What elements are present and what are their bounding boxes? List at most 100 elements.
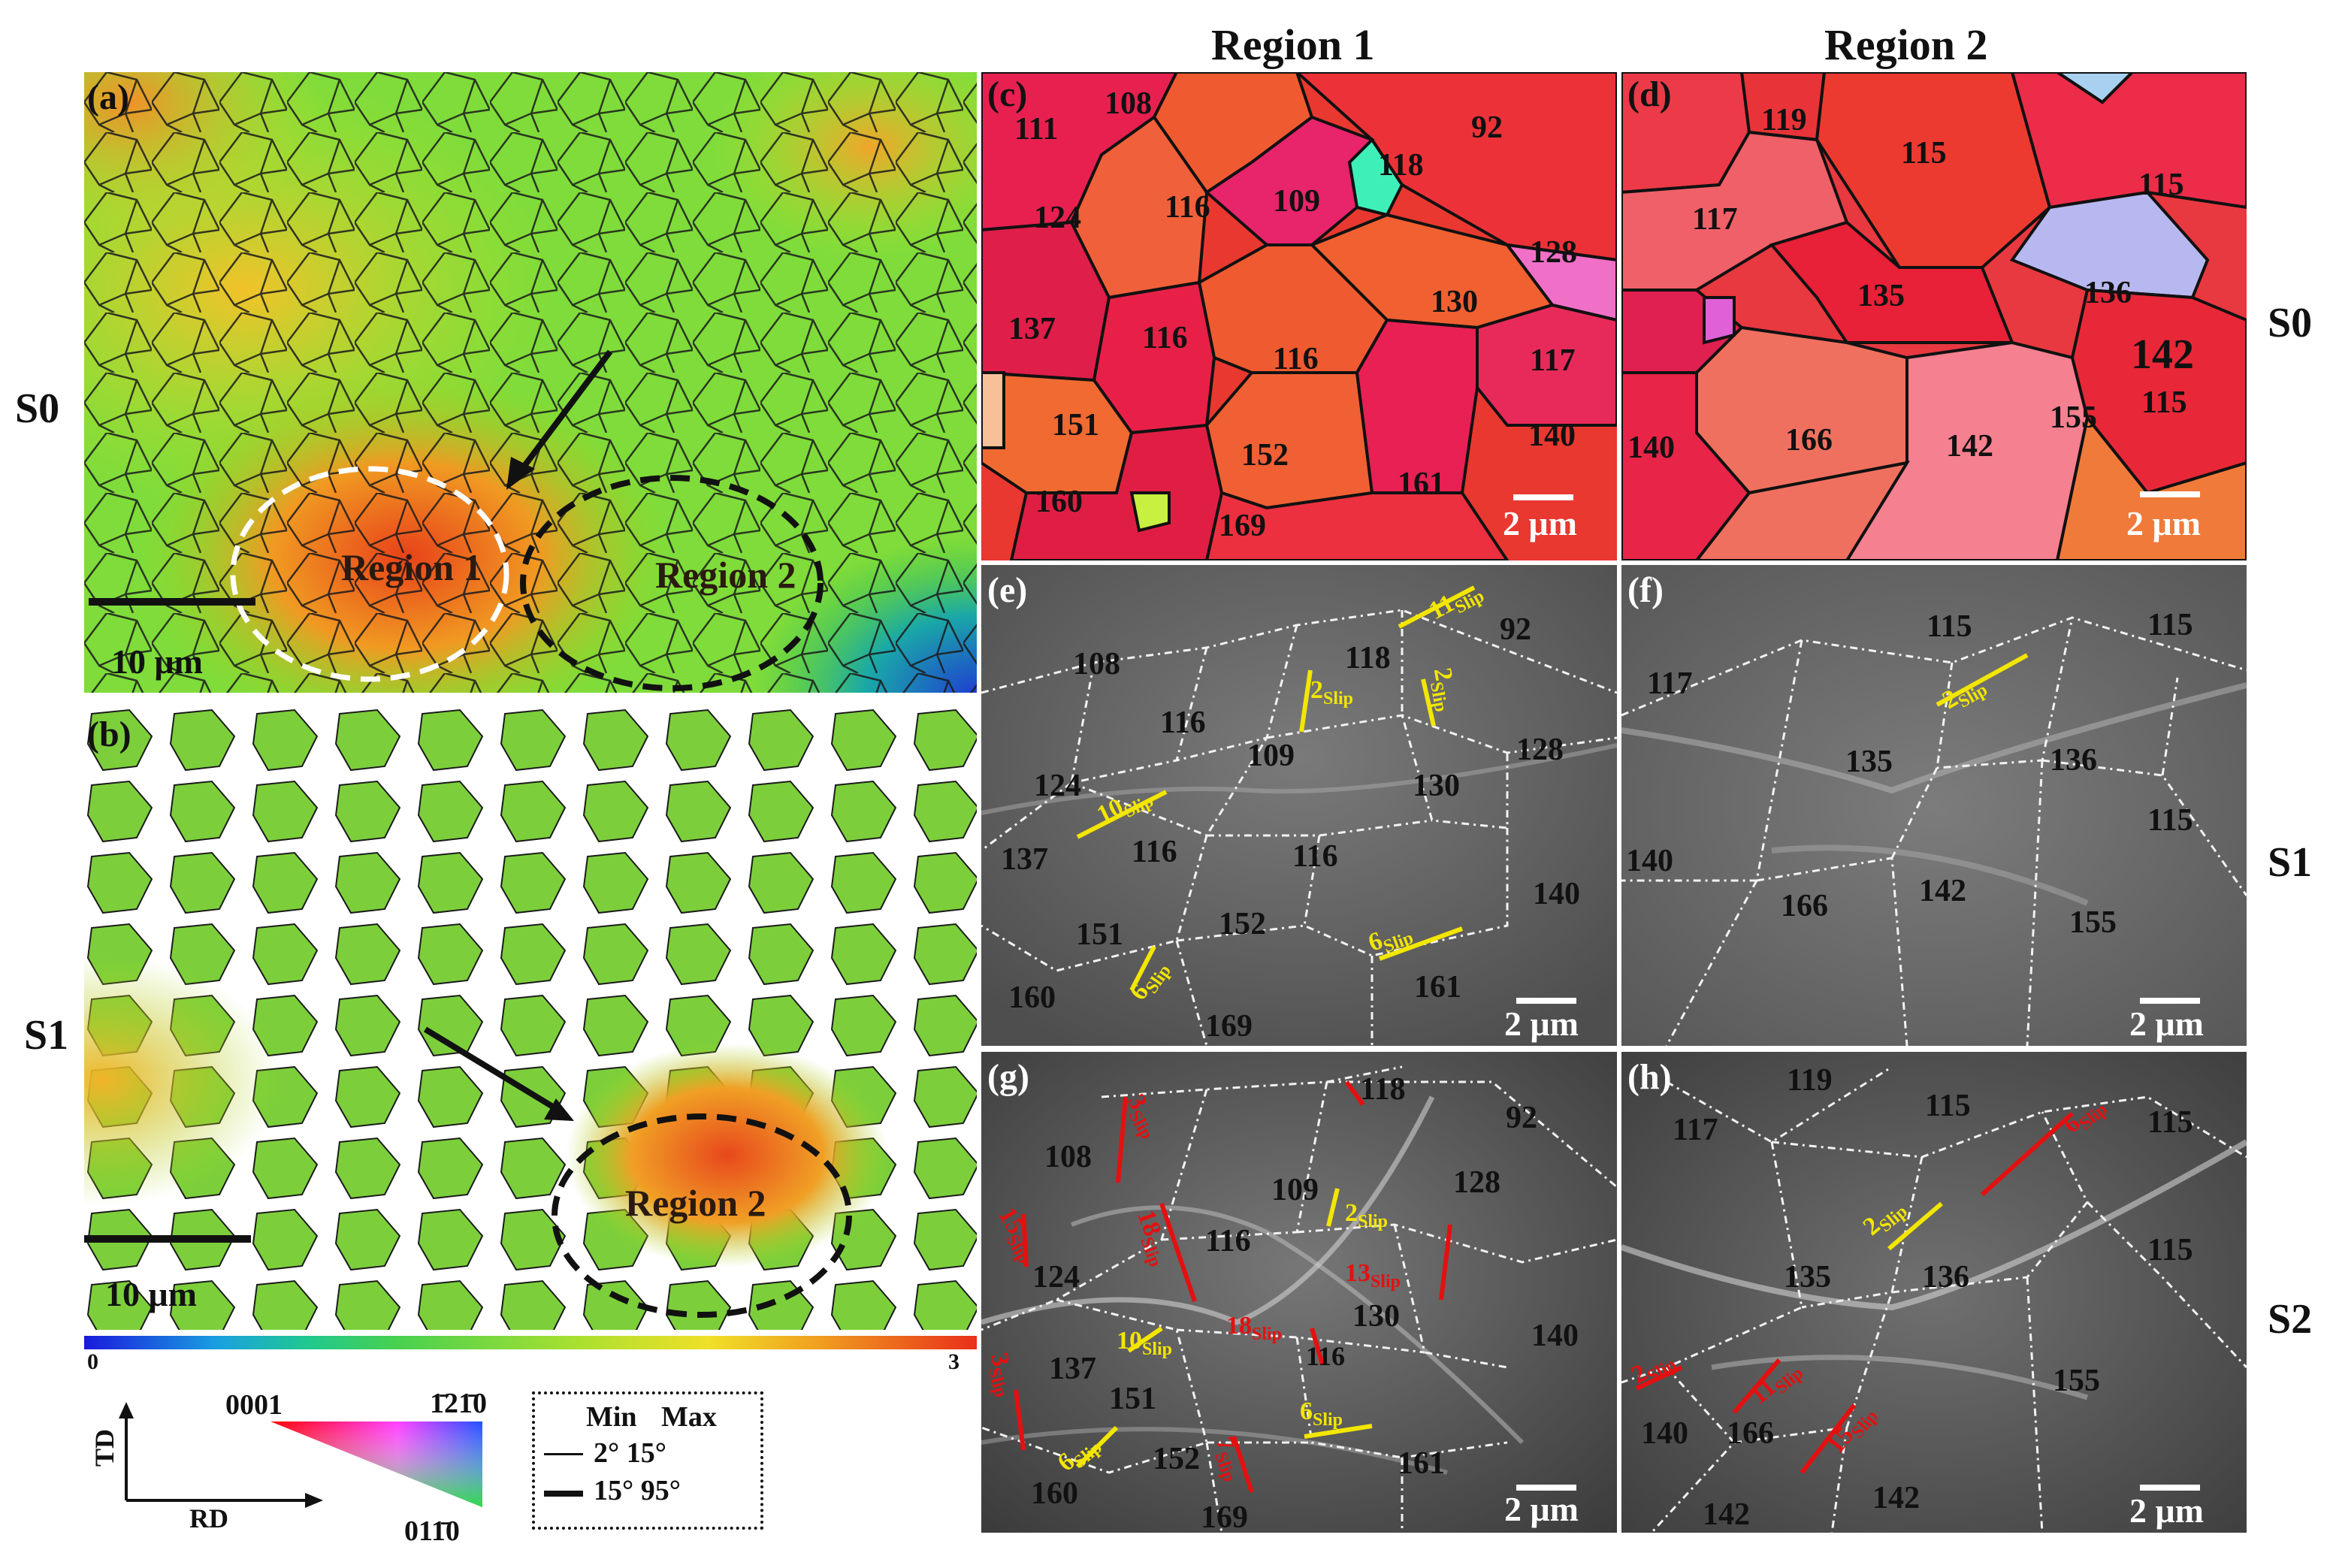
panel-b-label: (b) <box>87 715 131 754</box>
panel-f-grain: 155 <box>2069 905 2117 940</box>
panel-a-label: (a) <box>87 77 129 117</box>
panel-d-grain: 155 <box>2050 400 2097 435</box>
panel-d-grain: 142 <box>2131 331 2194 378</box>
panel-c-grain: 109 <box>1273 184 1320 219</box>
boundary-legend-row1: 2° 15° <box>594 1437 666 1469</box>
panel-c-grain: 92 <box>1471 110 1503 145</box>
panel-e-sem-texture <box>981 565 1617 1046</box>
panel-h-grain: 136 <box>1922 1260 1969 1295</box>
panel-e-slip-label: 2Slip <box>1310 676 1354 708</box>
panel-c-grain: 116 <box>1273 342 1319 376</box>
boundary-legend-min: Min <box>586 1401 637 1433</box>
panel-g-sem-texture <box>981 1052 1617 1533</box>
panel-d-grain: 136 <box>2084 276 2132 310</box>
panel-e-grain: 116 <box>1160 705 1206 740</box>
panel-g-grain: 116 <box>1306 1341 1346 1371</box>
panel-c-grain: 137 <box>1008 312 1056 346</box>
panel-c-label: (c) <box>987 74 1028 114</box>
thick-boundary-line <box>544 1491 583 1497</box>
panel-b-map-image <box>84 706 977 1330</box>
panel-e-grain: 92 <box>1500 612 1531 647</box>
panel-d-grain: 115 <box>2141 385 2187 420</box>
panel-g-slip-label: 6Slip <box>1300 1397 1343 1430</box>
panel-e-grain: 137 <box>1001 842 1048 877</box>
panel-d-grain: 117 <box>1692 202 1738 237</box>
boundary-legend-box <box>532 1391 763 1530</box>
panel-d-grain: 140 <box>1627 431 1675 465</box>
panel-e-label: (e) <box>987 570 1028 610</box>
panel-e-grain: 152 <box>1219 907 1266 941</box>
panel-c-grain: 116 <box>1142 321 1188 355</box>
panel-g-slip-label: 13Slip <box>1345 1259 1401 1292</box>
panel-h-grain: 166 <box>1727 1416 1774 1451</box>
panel-f-grain: 142 <box>1919 874 1966 908</box>
panel-g-grain: 140 <box>1531 1319 1579 1353</box>
panel-g-grain: 160 <box>1031 1476 1078 1511</box>
panel-e-grain: 116 <box>1292 839 1338 874</box>
panel-c-grain: 124 <box>1034 201 1081 235</box>
panel-g-slip-label: 10Slip <box>1117 1327 1173 1359</box>
rd-axis-label: RD <box>189 1503 228 1533</box>
panel-a-region2-label: Region 2 <box>655 554 796 596</box>
panel-c-scale-label: 2 μm <box>1503 504 1577 542</box>
panel-d-grain: 166 <box>1785 423 1833 458</box>
panel-e-grain: 151 <box>1076 917 1123 952</box>
panel-g-grain: 137 <box>1049 1352 1096 1386</box>
colorbar-min-label: 0 <box>87 1349 98 1374</box>
panel-e-grain: 130 <box>1413 769 1460 803</box>
panel-c-grain: 108 <box>1105 86 1152 121</box>
panel-h-grain: 140 <box>1641 1416 1688 1451</box>
panel-a-scale-label: 10 μm <box>111 642 203 681</box>
panel-h-grain: 142 <box>1703 1497 1750 1532</box>
panel-f-grain: 115 <box>2147 608 2193 642</box>
ipf-0001-label: 0001 <box>225 1389 283 1421</box>
panel-g-grain: 130 <box>1352 1299 1400 1334</box>
panel-f-grain: 166 <box>1781 889 1828 923</box>
row-label-s2-right: S2 <box>2268 1296 2313 1343</box>
panel-e-scale-label: 2 μm <box>1504 1005 1579 1043</box>
panel-c-grain: 130 <box>1431 285 1478 319</box>
td-axis-label: TD <box>89 1428 120 1467</box>
panel-h-grain: 155 <box>2053 1364 2100 1398</box>
panel-h-sem-image: (h) 119 115 115 117 135 136 115 155 140 … <box>1621 1052 2247 1533</box>
panel-g-grain: 116 <box>1205 1224 1251 1258</box>
panel-h-sem-texture <box>1621 1052 2247 1533</box>
panel-d-label: (d) <box>1627 74 1672 114</box>
panel-h-grain: 142 <box>1872 1481 1920 1515</box>
panel-g-slip-label: 18Slip <box>1226 1312 1283 1344</box>
panel-d-ipf-map: (d) 119 115 115 117 135 136 142 115 155 … <box>1621 72 2247 560</box>
panel-c-ipf-map: (c) 111 108 92 118 109 116 124 128 130 1… <box>981 72 1617 560</box>
panel-e-grain: 169 <box>1205 1009 1253 1044</box>
panel-b-scale-label: 10 μm <box>105 1275 197 1313</box>
panel-d-scale-label: 2 μm <box>2126 504 2201 542</box>
panel-a-kam-map: (a) Region 1 Region 2 10 μm <box>84 72 977 693</box>
panel-b-kam-map: (b) Region 2 10 μm <box>84 706 977 1330</box>
panel-h-scale-label: 2 μm <box>2129 1491 2204 1530</box>
panel-h-grain: 119 <box>1787 1063 1833 1098</box>
panel-d-grain: 119 <box>1761 103 1807 137</box>
panel-g-grain: 169 <box>1201 1500 1248 1533</box>
panel-g-grain: 161 <box>1398 1446 1445 1481</box>
panel-c-map-image <box>981 72 1617 560</box>
panel-g-grain: 152 <box>1153 1442 1200 1476</box>
panel-e-grain: 160 <box>1008 980 1056 1015</box>
panel-a-map-image <box>84 72 977 693</box>
panel-h-grain: 115 <box>1925 1089 1971 1123</box>
panel-c-grain: 160 <box>1035 485 1083 519</box>
panel-g-grain: 128 <box>1453 1165 1500 1200</box>
panel-g-slip-label: 2Slip <box>1345 1199 1389 1231</box>
panel-g-sem-image: (g) 118 92 108 109 128 116 124 130 116 1… <box>981 1052 1617 1533</box>
panel-f-sem-texture <box>1621 565 2247 1046</box>
panel-c-grain: 118 <box>1378 148 1424 183</box>
panel-f-grain: 115 <box>2147 803 2193 838</box>
panel-a-region1-label: Region 1 <box>341 546 482 588</box>
panel-h-label: (h) <box>1627 1057 1672 1097</box>
panel-d-grain: 115 <box>2138 168 2184 202</box>
boundary-legend-max: Max <box>661 1401 717 1433</box>
panel-c-grain: 151 <box>1052 408 1099 443</box>
panel-c-grain: 161 <box>1398 467 1445 501</box>
panel-f-grain: 135 <box>1845 745 1893 779</box>
panel-c-grain: 169 <box>1219 509 1266 543</box>
row-label-s1-right: S1 <box>2268 839 2313 886</box>
panel-f-scale-label: 2 μm <box>2129 1005 2204 1043</box>
